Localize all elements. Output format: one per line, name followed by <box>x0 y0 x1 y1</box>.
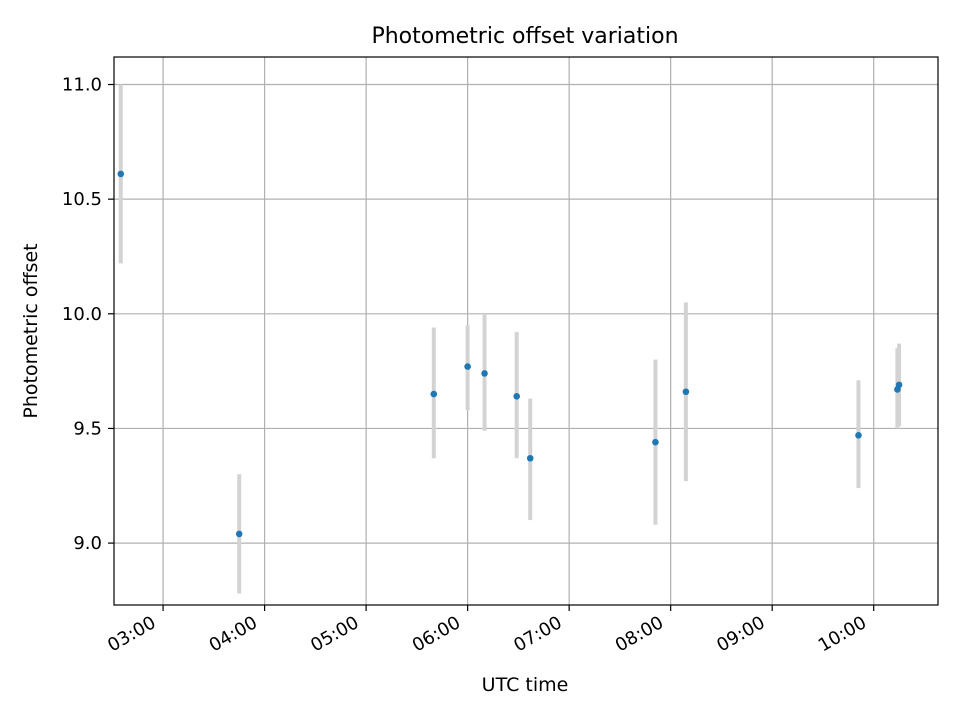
x-tick-label: 04:00 <box>206 612 261 656</box>
x-tick-label: 09:00 <box>713 612 768 656</box>
data-point <box>682 388 690 396</box>
x-axis-ticks: 03:00 04:00 05:00 06:00 07:00 08:00 09:00 10:00 <box>104 605 875 656</box>
data-point <box>117 170 125 178</box>
y-tick-label: 10.0 <box>62 304 102 325</box>
x-tick-label: 06:00 <box>409 612 464 656</box>
data-point <box>235 530 243 538</box>
x-tick-label: 07:00 <box>510 612 565 656</box>
data-points <box>117 170 903 538</box>
grid <box>114 57 938 605</box>
error-bars <box>118 84 902 594</box>
x-tick-label: 03:00 <box>104 612 159 656</box>
chart-title: Photometric offset variation <box>371 24 678 49</box>
data-point <box>855 432 862 439</box>
y-tick-label: 10.5 <box>62 189 102 210</box>
data-point <box>464 363 471 370</box>
data-point <box>652 438 659 446</box>
y-axis-label: Photometric offset <box>20 243 42 418</box>
data-point <box>481 370 488 377</box>
y-tick-label: 9.5 <box>73 418 102 439</box>
y-tick-label: 11.0 <box>62 75 102 96</box>
y-tick-label: 9.0 <box>73 533 102 554</box>
data-point <box>430 390 438 398</box>
data-point <box>895 381 903 389</box>
plot-frame <box>113 56 939 606</box>
x-tick-label: 08:00 <box>612 612 667 656</box>
x-tick-label: 10:00 <box>815 612 870 656</box>
data-point <box>513 393 520 400</box>
x-tick-label: 05:00 <box>307 612 362 656</box>
y-axis-ticks: 9.0 9.5 10.0 10.5 11.0 <box>62 75 114 554</box>
x-axis-label: UTC time <box>482 674 569 696</box>
data-point <box>526 454 534 462</box>
